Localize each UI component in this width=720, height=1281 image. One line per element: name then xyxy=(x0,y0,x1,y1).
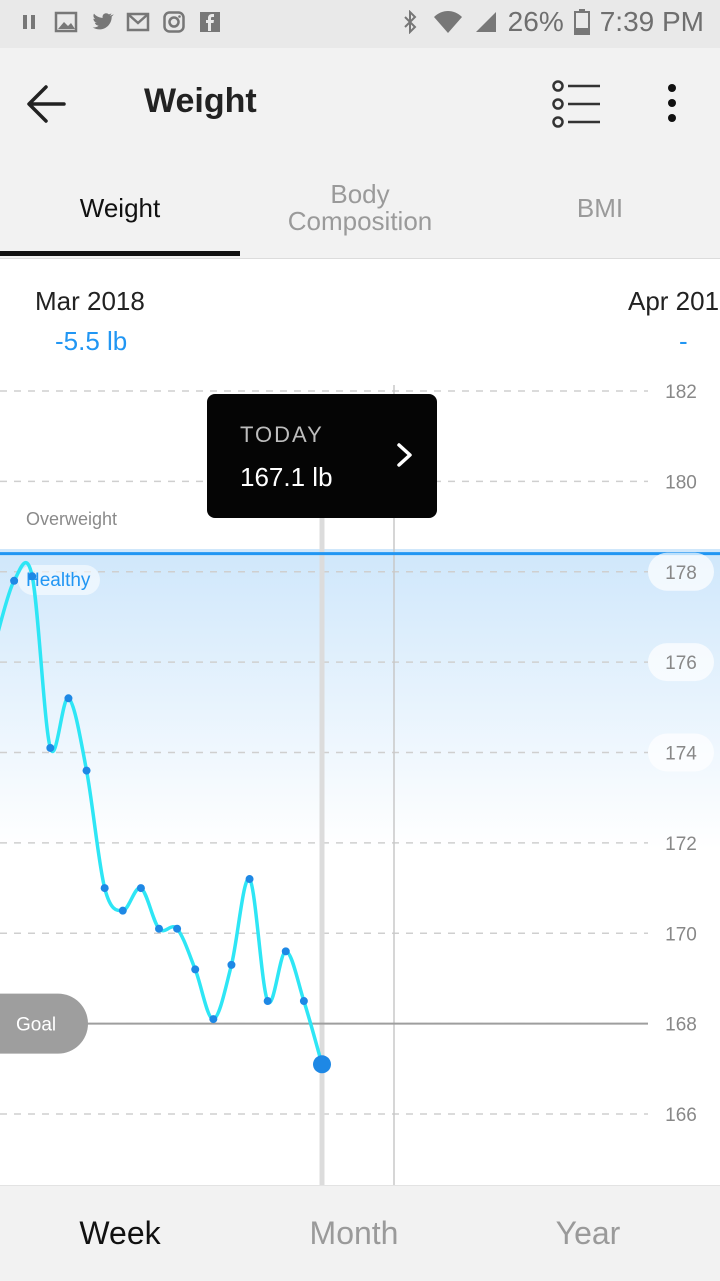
tab-bmi[interactable]: BMI xyxy=(480,160,720,256)
battery-percent: 26% xyxy=(507,6,564,37)
tab-indicator xyxy=(0,251,240,256)
y-tick-label: 168 xyxy=(665,1015,697,1036)
weight-point[interactable] xyxy=(155,924,163,933)
y-tick-label: 178 xyxy=(665,563,697,584)
range-week[interactable]: Week xyxy=(79,1215,161,1251)
weight-point[interactable] xyxy=(136,884,145,893)
weight-point[interactable] xyxy=(173,924,182,933)
weight-points[interactable] xyxy=(0,572,331,1074)
range-month[interactable]: Month xyxy=(309,1215,399,1251)
app-bar: Weight xyxy=(0,48,720,160)
back-arrow-icon[interactable] xyxy=(24,78,68,130)
y-tick-label: 172 xyxy=(665,834,697,855)
tab-weight[interactable]: Weight xyxy=(0,160,240,256)
chevron-right-icon xyxy=(397,443,412,467)
facebook-icon xyxy=(200,12,220,32)
y-tick-label-bg xyxy=(648,643,714,682)
bluetooth-icon xyxy=(403,10,417,34)
wifi-icon xyxy=(433,11,462,33)
y-tick-label: 176 xyxy=(665,653,697,674)
weight-point[interactable] xyxy=(191,965,200,974)
weight-point[interactable] xyxy=(118,906,127,915)
tab-label: BMI xyxy=(576,192,624,223)
y-tick-label: 174 xyxy=(665,744,697,765)
goal-pill-bg xyxy=(0,993,88,1054)
pause-icon xyxy=(23,15,35,29)
weight-point[interactable] xyxy=(100,884,109,893)
weight-point[interactable] xyxy=(28,572,37,581)
y-tick-label-bg xyxy=(648,552,714,591)
gmail-icon xyxy=(126,12,150,32)
tab-bar: Weight Body Composition BMI xyxy=(0,160,720,259)
weight-point[interactable] xyxy=(299,997,308,1006)
weight-point[interactable] xyxy=(245,875,254,884)
range-selector: Week Month Year xyxy=(0,1185,720,1281)
weight-point[interactable] xyxy=(82,766,91,775)
month-weight-change: -5.5 lb xyxy=(55,326,128,356)
zone-label-healthy: Healthy xyxy=(26,570,91,591)
weight-point[interactable] xyxy=(227,960,236,969)
tooltip-label: TODAY xyxy=(240,422,324,447)
clock: 7:39 PM xyxy=(599,6,704,37)
y-tick-label: 166 xyxy=(665,1105,697,1126)
notification-icons xyxy=(18,10,222,34)
weight-chart[interactable]: Overweight Healthy Goal 1821801781761741… xyxy=(0,380,720,1185)
system-status: 26% 7:39 PM xyxy=(398,6,704,38)
y-axis-labels: 182 180 178 176 174 172 170 168 166 xyxy=(648,382,714,1126)
month-label: Mar 2018 xyxy=(35,286,145,316)
weight-point[interactable] xyxy=(64,694,73,703)
goal-label: Goal xyxy=(16,1015,56,1036)
y-tick-label-bg xyxy=(648,733,714,772)
more-options-icon[interactable] xyxy=(652,76,692,132)
status-bar: 26% 7:39 PM xyxy=(0,0,720,48)
healthy-zone-fill xyxy=(0,549,720,849)
tab-label: Body Composition xyxy=(287,178,433,236)
y-tick-label: 170 xyxy=(665,924,697,945)
weight-point[interactable] xyxy=(263,997,272,1006)
signal-icon xyxy=(475,12,496,32)
gallery-icon xyxy=(54,11,78,33)
y-tick-label: 180 xyxy=(665,472,697,493)
twitter-icon xyxy=(92,13,114,30)
battery-icon xyxy=(573,9,590,35)
tab-label: Weight xyxy=(79,192,161,223)
page-title: Weight xyxy=(144,82,257,120)
today-tooltip[interactable]: TODAY 167.1 lb xyxy=(207,394,437,518)
weight-point[interactable] xyxy=(281,947,290,956)
weight-point[interactable] xyxy=(10,576,19,585)
tooltip-value: 167.1 lb xyxy=(240,462,333,492)
weight-point[interactable] xyxy=(46,743,55,752)
month-weight-change: - xyxy=(679,326,688,356)
tab-body-composition[interactable]: Body Composition xyxy=(240,160,480,256)
y-tick-label: 182 xyxy=(665,382,697,403)
zone-label-overweight: Overweight xyxy=(26,509,117,529)
zone-label-healthy-bg xyxy=(18,565,100,595)
goal-pill[interactable]: Goal xyxy=(0,993,88,1054)
instagram-icon xyxy=(163,11,185,33)
range-year[interactable]: Year xyxy=(555,1215,621,1251)
list-view-icon[interactable] xyxy=(548,76,604,132)
month-label: Apr 201 xyxy=(628,286,720,316)
weight-point[interactable] xyxy=(209,1015,218,1024)
today-point[interactable] xyxy=(313,1055,331,1074)
